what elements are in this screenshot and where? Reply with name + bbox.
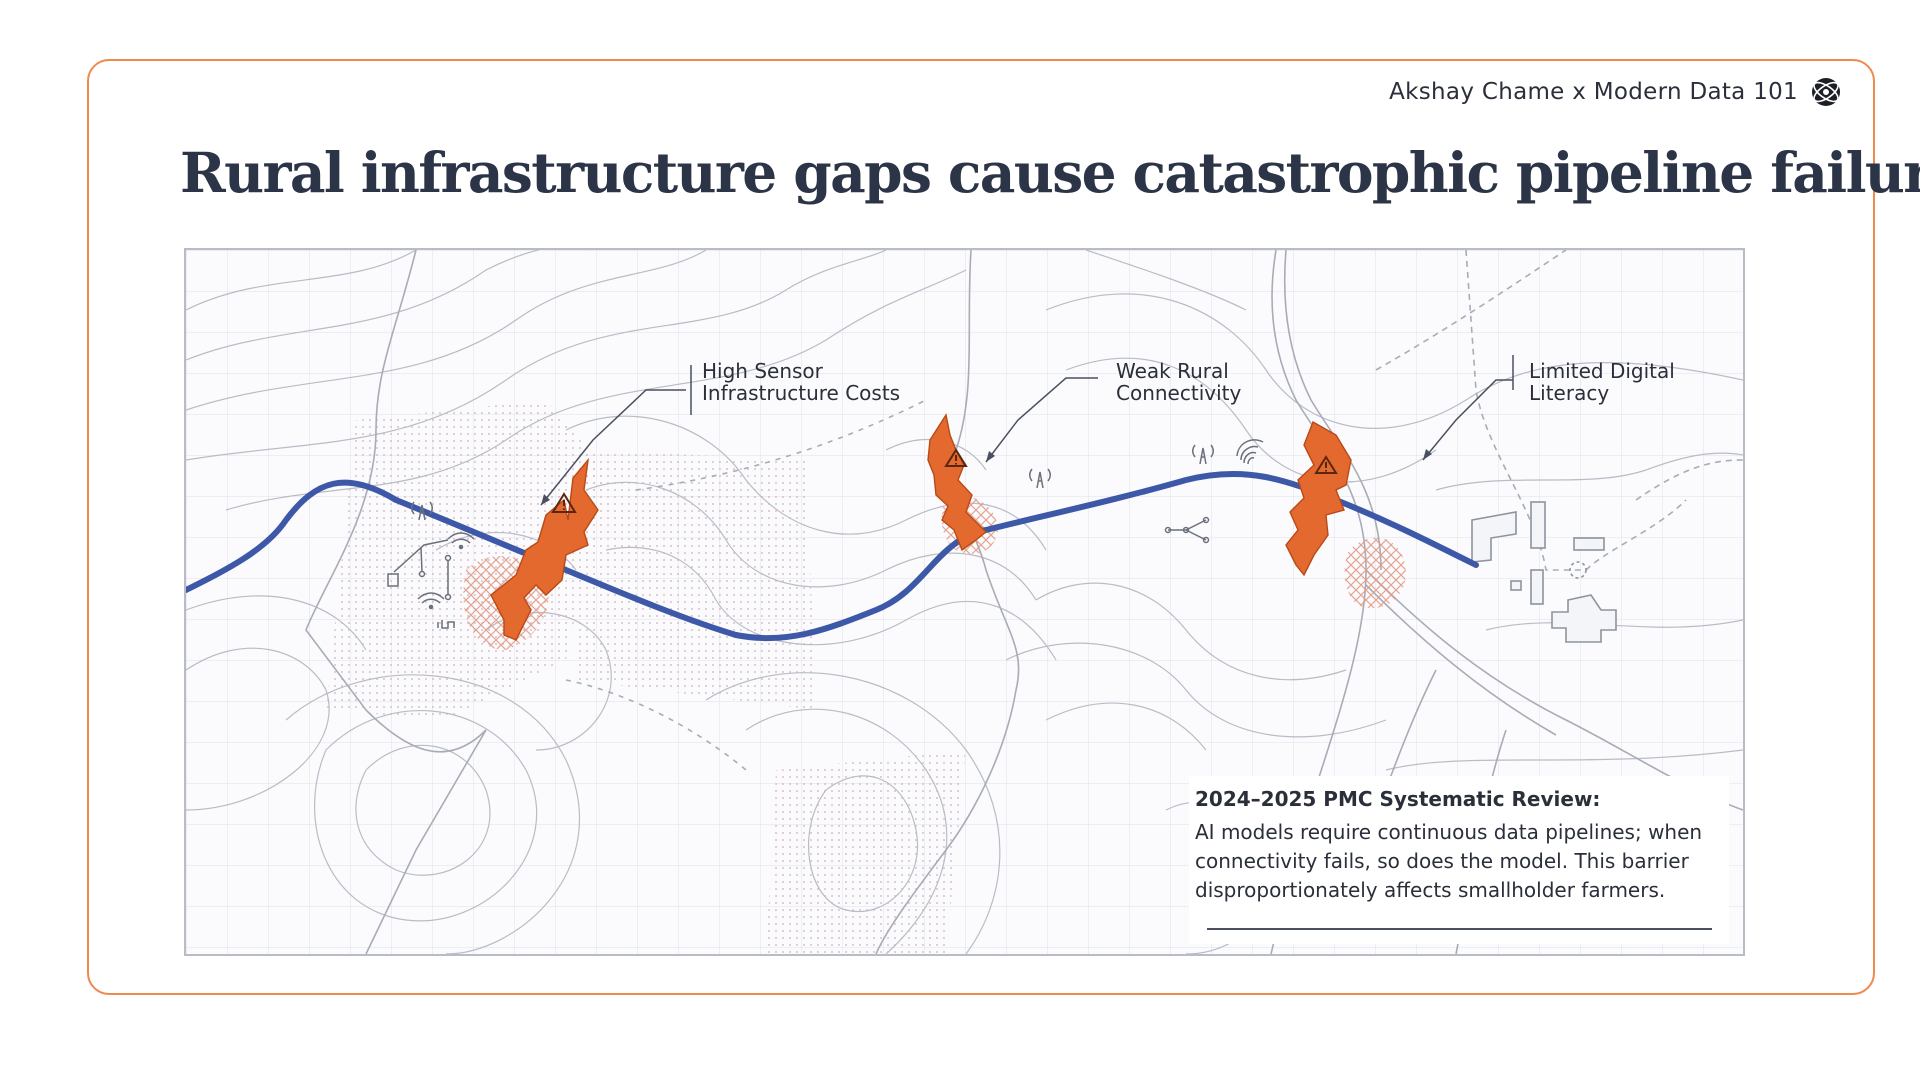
roads: [305, 250, 1743, 954]
data-pipeline: [186, 470, 1479, 642]
contour-lines: [186, 250, 1743, 954]
globe-logo-icon: [1812, 78, 1840, 106]
warning-icon: [551, 448, 1338, 513]
sensor-cluster: [387, 501, 475, 629]
label-weak-connectivity: Weak Rural Connectivity: [1116, 359, 1242, 405]
review-note-body: AI models require continuous data pipeli…: [1195, 820, 1703, 902]
cell-tower-icon: [1029, 444, 1214, 489]
cell-tower-icon: [411, 501, 433, 521]
review-note-title: 2024–2025 PMC Systematic Review:: [1195, 787, 1601, 811]
brand: Akshay Chame x Modern Data 101: [1389, 76, 1842, 108]
dotted-fields: [326, 400, 966, 954]
review-note: 2024–2025 PMC Systematic Review: AI mode…: [1189, 776, 1729, 944]
label-sensor-costs: High Sensor Infrastructure Costs: [702, 359, 901, 405]
wifi-icon: [1236, 439, 1264, 465]
network-node-icon: [1164, 516, 1210, 544]
brand-text: Akshay Chame x Modern Data 101: [1389, 79, 1798, 105]
building-icon: [1471, 501, 1617, 643]
label-digital-literacy: Limited Digital Literacy: [1529, 359, 1675, 405]
page-title: Rural infrastructure gaps cause catastro…: [180, 140, 1920, 205]
review-note-underline: [1207, 928, 1712, 930]
wifi-icon: [417, 532, 475, 610]
pipeline-map: High Sensor Infrastructure Costs Weak Ru…: [184, 248, 1745, 956]
leader-arrowheads: [541, 449, 1432, 505]
connectivity-icons: [1029, 439, 1264, 544]
leader-lines: [540, 355, 1514, 506]
